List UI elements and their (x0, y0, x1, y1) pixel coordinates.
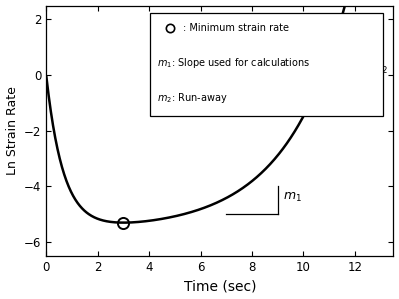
Text: : Minimum strain rate: : Minimum strain rate (184, 23, 289, 33)
Y-axis label: Ln Strain Rate: Ln Strain Rate (6, 86, 19, 175)
Text: $m_1$: $m_1$ (283, 191, 302, 204)
Text: $m_1$: Slope used for calculations: $m_1$: Slope used for calculations (158, 56, 311, 70)
Text: $m_2$: Run-away: $m_2$: Run-away (158, 91, 228, 105)
FancyBboxPatch shape (150, 13, 383, 116)
Text: $m_2$: $m_2$ (369, 63, 388, 76)
X-axis label: Time (sec): Time (sec) (184, 280, 256, 293)
